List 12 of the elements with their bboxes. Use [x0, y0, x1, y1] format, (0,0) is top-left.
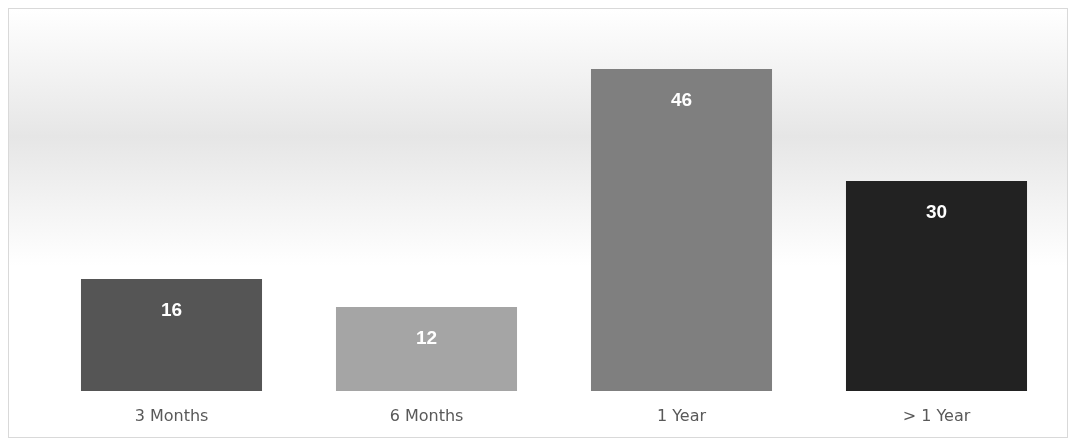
bar	[845, 181, 1028, 391]
data-label: 16	[160, 299, 183, 320]
bar	[590, 69, 773, 391]
x-tick-label: > 1 Year	[902, 406, 971, 425]
x-tick-label: 3 Months	[134, 406, 209, 425]
x-tick-label: 6 Months	[389, 406, 464, 425]
bar	[335, 307, 518, 391]
data-label: 30	[925, 201, 948, 222]
bar	[80, 279, 263, 391]
x-tick-label: 1 Year	[656, 406, 707, 425]
data-label: 46	[670, 89, 693, 110]
data-label: 12	[415, 327, 438, 348]
